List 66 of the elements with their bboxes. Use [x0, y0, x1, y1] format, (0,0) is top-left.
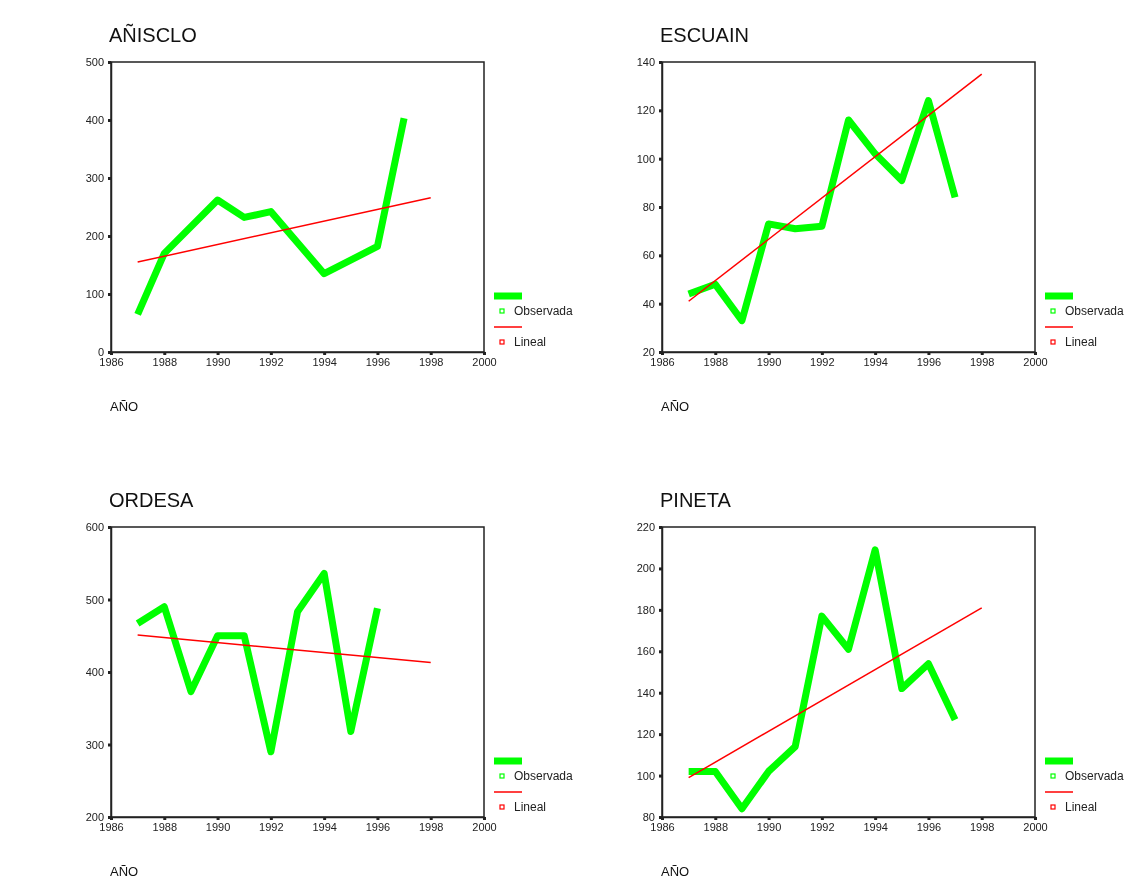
y-tick-label: 400 [85, 114, 104, 127]
chart-title: ESCUAIN [660, 24, 749, 46]
y-tick-label: 40 [642, 297, 655, 310]
x-tick-label: 2000 [1023, 355, 1048, 368]
x-tick-label: 2000 [1023, 820, 1048, 833]
legend-label: Observada [514, 304, 574, 318]
x-tick-label: 1996 [916, 820, 942, 833]
legend-label: Observada [1065, 304, 1125, 318]
y-tick-label: 200 [636, 562, 655, 575]
y-tick-label: 60 [642, 249, 655, 262]
x-tick-label: 1994 [863, 820, 888, 833]
y-tick-label: 120 [636, 104, 655, 117]
y-tick-label: 300 [85, 738, 104, 751]
y-tick-label: 500 [85, 56, 104, 69]
x-tick-label: 1988 [152, 820, 178, 833]
x-tick-label: 1990 [756, 355, 782, 368]
y-tick-label: 600 [85, 521, 104, 534]
y-tick-label: 500 [85, 593, 104, 606]
y-tick-label: 100 [636, 769, 655, 782]
y-tick-label: 220 [636, 521, 655, 534]
y-tick-label: 200 [85, 230, 104, 243]
x-axis-title: AÑO [661, 864, 690, 879]
y-tick-label: 300 [85, 172, 104, 185]
x-tick-label: 1998 [969, 355, 995, 368]
x-tick-label: 1994 [312, 355, 337, 368]
x-tick-label: 1990 [205, 355, 231, 368]
legend-label: Observada [1065, 769, 1125, 783]
x-axis-title: AÑO [661, 399, 690, 414]
x-tick-label: 1992 [810, 820, 835, 833]
legend-label: Lineal [1065, 800, 1098, 814]
x-tick-label: 1998 [418, 820, 444, 833]
y-tick-label: 120 [636, 728, 655, 741]
y-tick-label: 180 [636, 603, 655, 616]
y-tick-label: 100 [85, 288, 104, 301]
x-axis-title: AÑO [110, 864, 139, 879]
x-tick-label: 1996 [365, 355, 391, 368]
legend-label: Lineal [514, 335, 547, 349]
x-tick-label: 1988 [703, 355, 729, 368]
x-tick-label: 1992 [259, 355, 284, 368]
y-tick-label: 100 [636, 152, 655, 165]
legend-label: Observada [514, 769, 574, 783]
y-tick-label: 400 [85, 666, 104, 679]
y-tick-label: 80 [642, 201, 655, 214]
x-tick-label: 1990 [205, 820, 231, 833]
legend-label: Lineal [1065, 335, 1098, 349]
x-tick-label: 2000 [472, 820, 497, 833]
x-tick-label: 2000 [472, 355, 497, 368]
x-tick-label: 1994 [863, 355, 888, 368]
x-tick-label: 1992 [810, 355, 835, 368]
x-tick-label: 1988 [152, 355, 178, 368]
chart-title: PINETA [660, 489, 732, 511]
x-tick-label: 1988 [703, 820, 729, 833]
legend-label: Lineal [514, 800, 547, 814]
x-tick-label: 1994 [312, 820, 337, 833]
x-axis-title: AÑO [110, 399, 139, 414]
x-tick-label: 1996 [365, 820, 391, 833]
y-tick-label: 160 [636, 645, 655, 658]
x-tick-label: 1998 [969, 820, 995, 833]
chart-title: ORDESA [109, 489, 195, 511]
y-tick-label: 140 [636, 56, 655, 69]
chart-title: AÑISCLO [109, 23, 197, 46]
x-tick-label: 1990 [756, 820, 782, 833]
x-tick-label: 1996 [916, 355, 942, 368]
x-tick-label: 1992 [259, 820, 284, 833]
y-tick-label: 140 [636, 686, 655, 699]
x-tick-label: 1998 [418, 355, 444, 368]
